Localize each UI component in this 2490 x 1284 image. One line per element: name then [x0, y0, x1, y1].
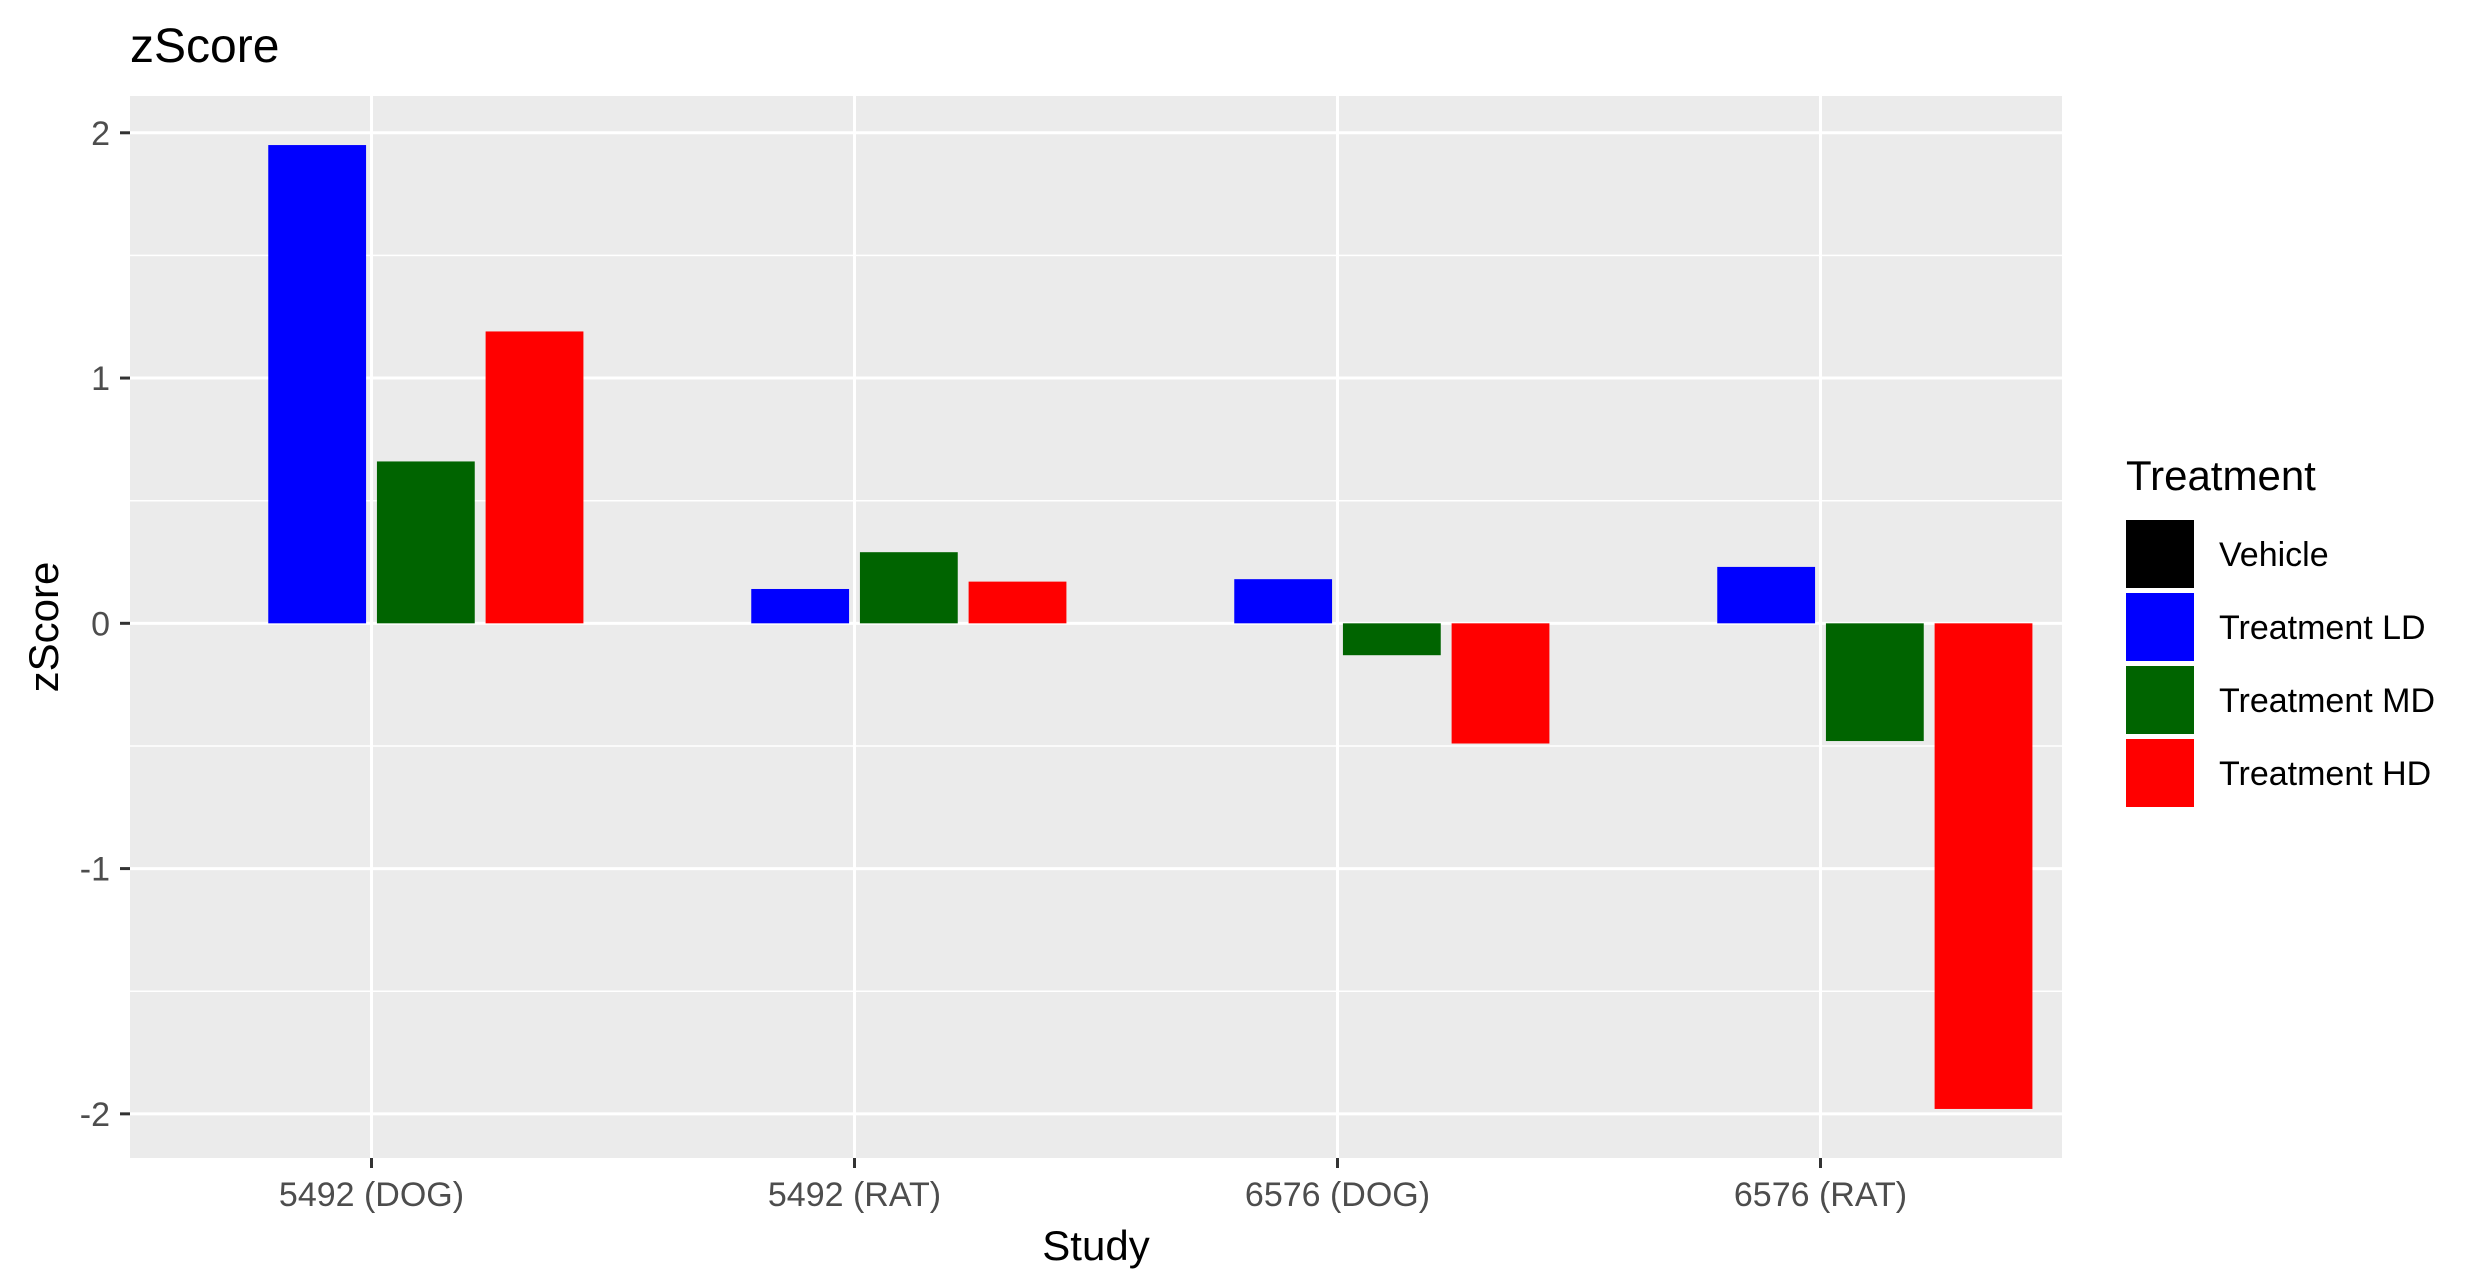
legend-label: Treatment LD — [2219, 609, 2426, 647]
legend-key — [2126, 666, 2194, 734]
legend-key — [2126, 739, 2194, 807]
y-tick-label: 2 — [91, 115, 110, 153]
y-tick-label: -2 — [80, 1096, 110, 1134]
bar — [1234, 579, 1333, 624]
bar — [376, 461, 475, 624]
bar — [485, 331, 584, 624]
bar — [1934, 623, 2033, 1109]
x-tick-label: 5492 (DOG) — [279, 1176, 464, 1214]
grid-lines — [130, 96, 2062, 1158]
bar — [751, 588, 850, 624]
legend-key — [2126, 520, 2194, 588]
bar — [1451, 623, 1550, 744]
legend-label: Vehicle — [2219, 536, 2329, 574]
y-tick-label: -1 — [80, 851, 110, 889]
bar — [268, 145, 367, 624]
x-tick-label: 6576 (RAT) — [1734, 1176, 1907, 1214]
legend: Treatment Vehicle Treatment LD Treatment M… — [2126, 452, 2435, 807]
x-axis: 5492 (DOG) 5492 (RAT) 6576 (DOG) 6576 (RAT) — [279, 1158, 1907, 1214]
x-tick-label: 5492 (RAT) — [768, 1176, 941, 1214]
chart-title: zScore — [130, 20, 279, 73]
bar — [1825, 623, 1924, 742]
x-axis-title: Study — [1042, 1222, 1149, 1269]
bar — [968, 581, 1067, 624]
bar — [1717, 566, 1816, 624]
y-axis: 2 1 0 -1 -2 — [80, 115, 130, 1134]
y-tick-label: 1 — [91, 360, 110, 398]
plot-panel — [130, 96, 2062, 1158]
legend-title: Treatment — [2126, 452, 2316, 499]
legend-items: Vehicle Treatment LD Treatment MD Treatment… — [2126, 520, 2435, 807]
legend-label: Treatment MD — [2219, 682, 2435, 720]
bar — [859, 552, 958, 624]
x-tick-label: 6576 (DOG) — [1245, 1176, 1430, 1214]
y-tick-label: 0 — [91, 605, 110, 643]
legend-label: Treatment HD — [2219, 755, 2431, 793]
legend-key — [2126, 593, 2194, 661]
bar — [1342, 623, 1441, 656]
y-axis-title: zScore — [20, 562, 67, 693]
bars — [268, 145, 2033, 1109]
